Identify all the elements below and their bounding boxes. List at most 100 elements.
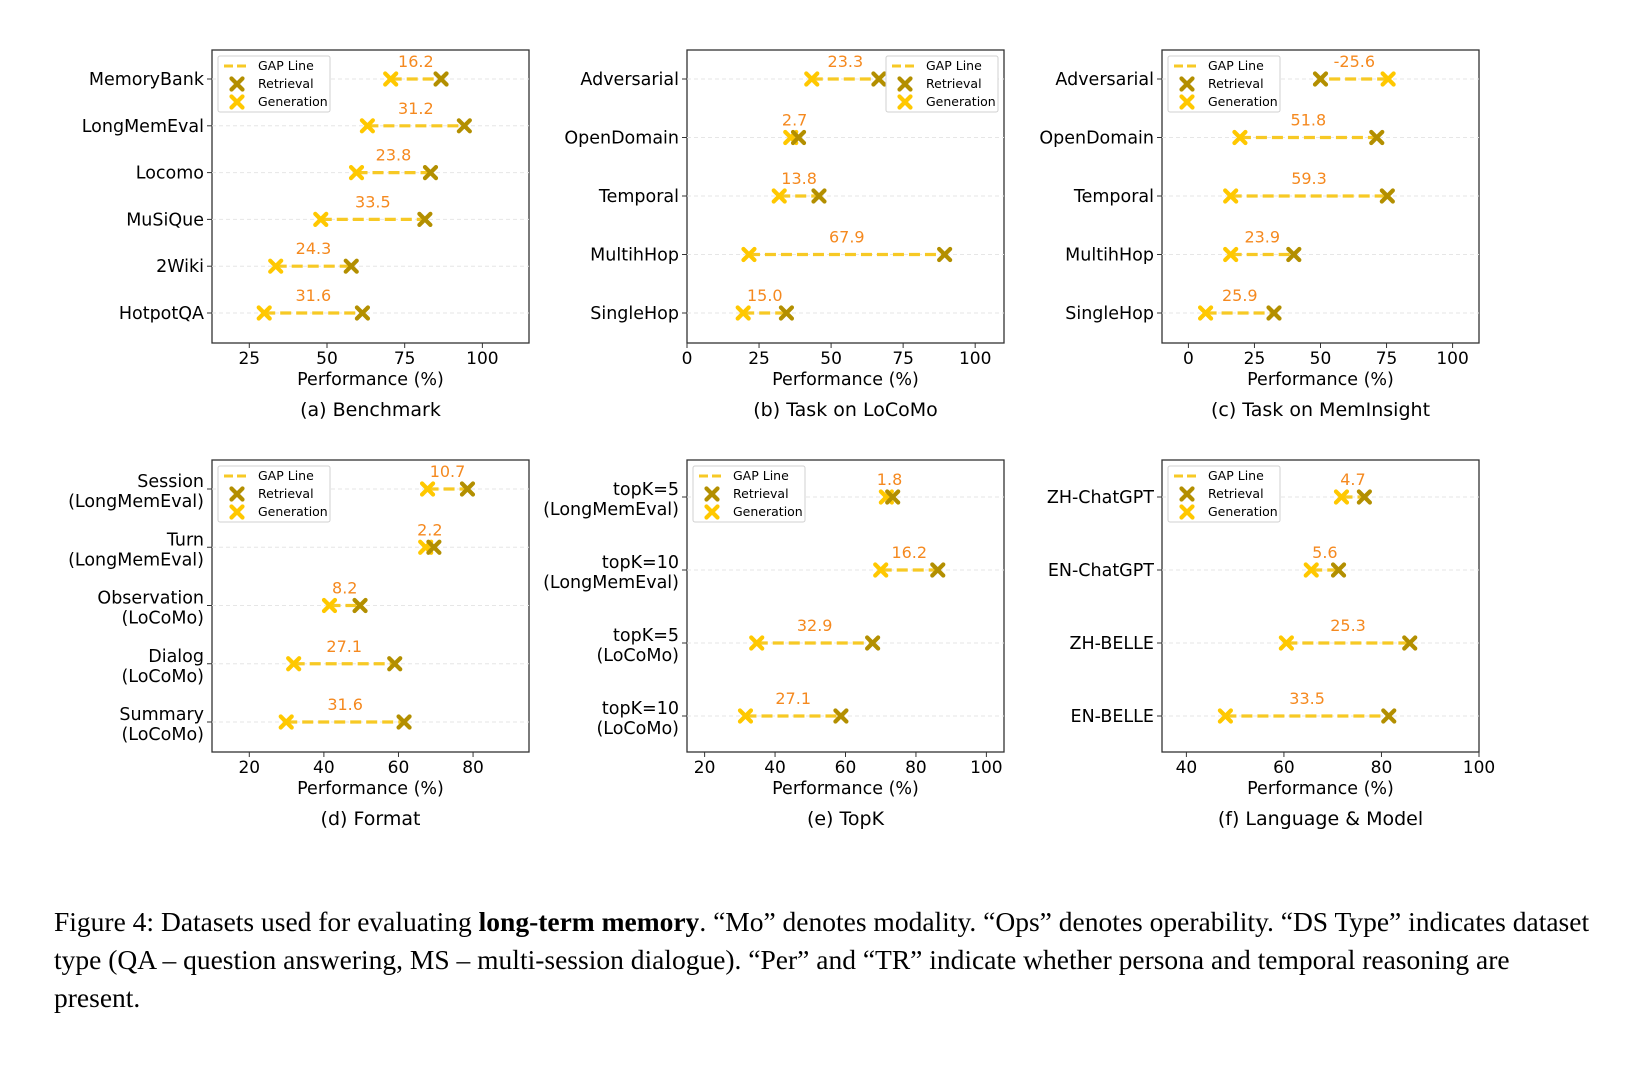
retrieval-marker	[833, 708, 849, 724]
panel-caption: (c) Task on MemInsight	[1211, 399, 1430, 421]
x-tick-label: 100	[1436, 349, 1468, 369]
generation-marker	[286, 656, 302, 672]
category-label-line: Temporal	[1073, 187, 1154, 207]
legend: GAP Line Retrieval Generation	[217, 465, 331, 523]
gap-value-label: 25.9	[1222, 286, 1258, 305]
category-label: SingleHop	[590, 304, 679, 324]
generation-marker	[1223, 188, 1239, 204]
category-label: EN-ChatGPT	[1048, 561, 1154, 581]
gap-value-label: 8.2	[332, 579, 357, 598]
category-label-line: (LongMemEval)	[68, 550, 204, 570]
legend-label-gap-line: GAP Line	[1208, 58, 1264, 73]
legend: GAP Line Retrieval Generation	[1167, 465, 1281, 523]
panel-caption: (b) Task on LoCoMo	[753, 399, 937, 421]
category-label-line: Summary	[119, 705, 204, 725]
generation-marker	[1197, 305, 1214, 321]
x-axis-title: Performance (%)	[1247, 779, 1394, 799]
retrieval-marker	[1330, 562, 1347, 578]
category-label: MultihHop	[590, 246, 679, 266]
gap-value-label: 23.8	[376, 146, 412, 165]
category-label-line: topK=10	[602, 699, 679, 719]
x-tick-label: 100	[959, 349, 991, 369]
generation-marker	[321, 597, 338, 614]
generation-marker	[419, 481, 436, 497]
legend-generation-swatch	[229, 94, 245, 110]
legend-label-gap-line: GAP Line	[258, 58, 314, 73]
retrieval-marker	[778, 305, 795, 321]
chart-panel-e: topK=5 (LongMemEval)topK=10 (LongMemEval)t…	[543, 459, 1005, 830]
category-label: LongMemEval	[82, 117, 204, 137]
generation-marker	[735, 305, 751, 321]
category-label: topK=5 (LoCoMo)	[596, 626, 679, 666]
category-label-line: SingleHop	[1065, 304, 1154, 324]
category-label-line: LongMemEval	[82, 117, 204, 137]
legend-retrieval-swatch	[704, 486, 720, 502]
x-tick-label: 100	[970, 758, 1002, 778]
gap-value-label: 2.7	[782, 111, 807, 130]
category-label: Turn (LongMemEval)	[68, 530, 204, 570]
x-axis-title: Performance (%)	[1247, 370, 1394, 390]
legend-label-gap-line: GAP Line	[733, 468, 789, 483]
generation-marker	[873, 562, 889, 578]
category-label: SingleHop	[1065, 304, 1154, 324]
generation-marker	[1223, 246, 1239, 263]
gap-value-label: 27.1	[326, 637, 362, 656]
gap-value-label: 1.8	[877, 470, 902, 489]
gap-value-label: 32.9	[797, 616, 833, 635]
category-label: MemoryBank	[89, 70, 205, 90]
retrieval-marker	[1369, 129, 1385, 146]
category-label-line: (LoCoMo)	[121, 667, 204, 687]
chart-panel-b: Adversarial OpenDomain Temporal MultihHop Si…	[564, 49, 1005, 421]
figure-caption-label: Figure 4:	[54, 906, 155, 937]
category-label-line: EN-BELLE	[1071, 707, 1154, 727]
category-label-line: Temporal	[598, 187, 679, 207]
retrieval-marker	[937, 246, 953, 263]
legend-label-gap-line: GAP Line	[258, 468, 314, 483]
x-tick-label: 75	[892, 349, 914, 369]
category-label-line: Adversarial	[580, 70, 679, 90]
x-tick-label: 20	[238, 758, 260, 778]
category-label-line: (LongMemEval)	[543, 500, 679, 520]
category-label-line: EN-ChatGPT	[1048, 561, 1154, 581]
retrieval-marker	[387, 656, 403, 672]
retrieval-marker	[433, 71, 449, 87]
legend-label-generation: Generation	[258, 94, 328, 109]
gap-value-label: 33.5	[355, 192, 391, 211]
generation-marker	[749, 635, 765, 651]
category-label-line: (LongMemEval)	[543, 573, 679, 593]
x-tick-label: 25	[1244, 349, 1266, 369]
gap-value-label: 23.9	[1244, 228, 1280, 247]
retrieval-marker	[417, 211, 433, 227]
x-tick-label: 60	[1273, 758, 1295, 778]
category-label-line: (LoCoMo)	[121, 609, 204, 629]
legend-label-retrieval: Retrieval	[926, 76, 982, 91]
category-label: MuSiQue	[126, 210, 204, 230]
category-label: OpenDomain	[1039, 129, 1154, 149]
category-label: MultihHop	[1065, 246, 1154, 266]
gap-value-label: 25.3	[1330, 616, 1366, 635]
legend-box	[217, 465, 331, 523]
gap-value-label: 15.0	[747, 286, 783, 305]
legend-label-retrieval: Retrieval	[1208, 486, 1264, 501]
category-label: Adversarial	[1055, 70, 1154, 90]
x-tick-label: 75	[394, 349, 416, 369]
category-label: topK=10 (LongMemEval)	[543, 553, 679, 593]
gap-value-label: 23.3	[828, 52, 864, 71]
x-axis-title: Performance (%)	[772, 370, 919, 390]
chart-panel-f: ZH-ChatGPT EN-ChatGPT ZH-BELLE EN-BELLE 40 60…	[1047, 459, 1495, 830]
retrieval-marker	[352, 597, 368, 614]
category-label-line: ZH-BELLE	[1070, 634, 1154, 654]
retrieval-marker	[930, 562, 946, 578]
gap-value-label: 31.6	[327, 695, 363, 714]
retrieval-marker	[1266, 305, 1282, 321]
generation-marker	[348, 165, 365, 181]
category-label: topK=5 (LongMemEval)	[543, 480, 679, 520]
gap-value-label: 59.3	[1291, 169, 1327, 188]
retrieval-marker	[459, 481, 476, 497]
generation-marker	[383, 71, 399, 87]
retrieval-marker	[426, 539, 442, 555]
x-tick-label: 40	[764, 758, 786, 778]
gap-value-label: 33.5	[1289, 689, 1325, 708]
category-label-line: (LoCoMo)	[596, 719, 679, 739]
